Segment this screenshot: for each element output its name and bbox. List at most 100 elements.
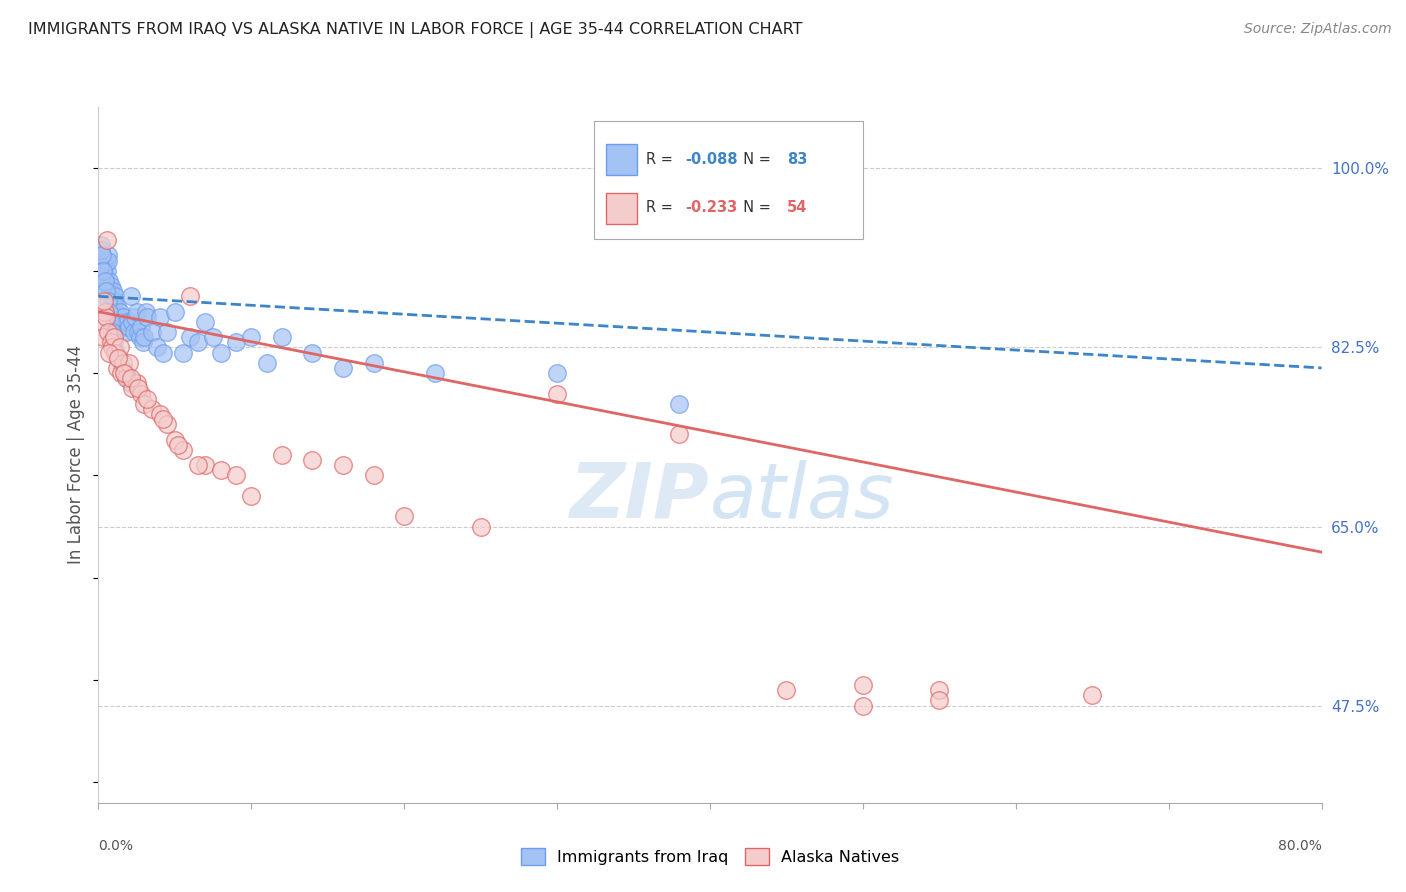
Point (94, 310, 117, 324)
Point (179, 330, 201, 344)
Point (107, 351, 129, 365)
Point (100, 335, 122, 350)
Point (97, 248, 120, 262)
Point (132, 335, 155, 350)
Point (1081, 689, 1104, 703)
Point (149, 407, 172, 421)
Point (111, 360, 134, 375)
Point (91, 279, 114, 293)
Point (240, 489, 263, 503)
Point (98, 274, 121, 288)
Point (104, 289, 127, 303)
Point (145, 341, 167, 355)
Point (97, 253, 120, 268)
Point (209, 345, 232, 359)
Point (120, 289, 142, 303)
Point (202, 330, 225, 344)
Point (107, 351, 129, 365)
Point (110, 366, 132, 380)
Point (101, 294, 124, 309)
Point (363, 468, 385, 483)
Point (120, 376, 142, 391)
Point (136, 310, 159, 324)
Point (423, 366, 446, 380)
Point (103, 300, 125, 314)
Point (392, 509, 416, 524)
Point (115, 325, 138, 339)
Point (101, 341, 124, 355)
Point (240, 330, 263, 344)
Point (225, 468, 247, 483)
Point (129, 320, 152, 334)
Point (111, 310, 134, 324)
Point (100, 279, 122, 293)
Point (104, 345, 127, 359)
Point (107, 310, 129, 324)
Point (117, 315, 139, 329)
Text: -0.088: -0.088 (686, 152, 738, 167)
Point (125, 304, 148, 318)
Point (91, 264, 114, 278)
FancyBboxPatch shape (606, 144, 637, 175)
Point (96, 264, 118, 278)
Point (156, 325, 179, 339)
Point (179, 289, 201, 303)
Point (167, 438, 190, 452)
Point (225, 335, 247, 350)
Text: N =: N = (734, 152, 776, 167)
Point (93, 304, 115, 318)
Point (90, 238, 112, 252)
Point (546, 366, 568, 380)
Point (108, 341, 131, 355)
Point (124, 310, 146, 324)
Point (135, 304, 157, 318)
Point (97, 325, 120, 339)
Point (105, 300, 128, 314)
Point (90, 248, 112, 262)
Point (91, 264, 114, 278)
Point (118, 320, 141, 334)
Point (775, 683, 797, 698)
Point (112, 320, 135, 334)
Point (668, 427, 690, 442)
Point (96, 284, 118, 298)
Point (98, 345, 121, 359)
Point (270, 330, 294, 344)
Point (96, 233, 118, 247)
Point (103, 335, 125, 350)
Text: 54: 54 (787, 201, 807, 216)
Point (270, 448, 294, 462)
Point (103, 330, 125, 344)
Point (111, 356, 134, 370)
Point (852, 698, 875, 713)
Point (91, 274, 114, 288)
Point (101, 325, 124, 339)
Point (112, 366, 135, 380)
Text: 83: 83 (787, 152, 807, 167)
Point (110, 315, 132, 329)
Point (470, 519, 492, 533)
Text: 0.0%: 0.0% (98, 838, 134, 853)
Point (194, 315, 217, 329)
Point (152, 345, 174, 359)
Point (93, 259, 115, 273)
Point (141, 325, 163, 339)
Point (101, 284, 124, 298)
Point (98, 284, 121, 298)
Point (256, 356, 278, 370)
Text: R =: R = (647, 152, 678, 167)
Point (93, 294, 115, 309)
Point (90, 248, 112, 262)
Point (90, 244, 112, 258)
FancyBboxPatch shape (593, 121, 863, 239)
Text: R =: R = (647, 201, 678, 216)
Point (134, 330, 156, 344)
Point (108, 304, 131, 318)
Point (89, 253, 111, 268)
Point (105, 304, 128, 318)
Point (114, 366, 136, 380)
Point (332, 458, 354, 472)
Text: -0.233: -0.233 (686, 201, 738, 216)
Point (97, 294, 120, 309)
Point (127, 325, 149, 339)
